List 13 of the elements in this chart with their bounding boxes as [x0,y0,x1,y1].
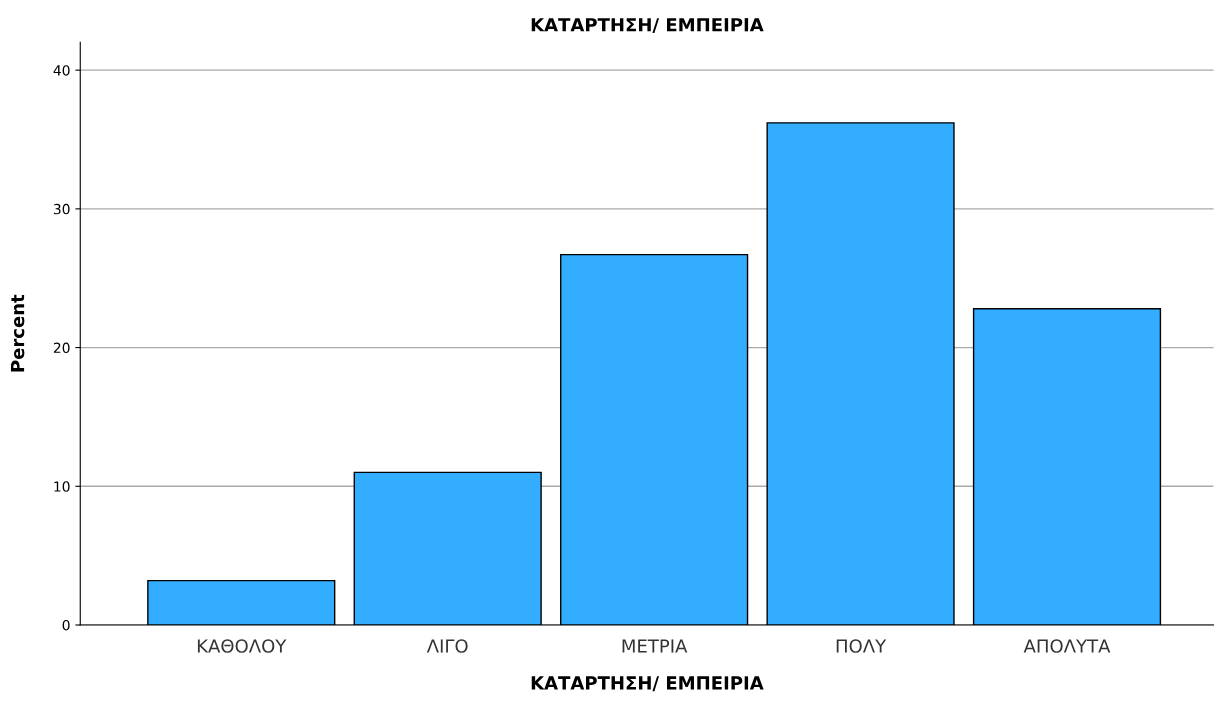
y-tick-label: 20 [53,342,70,354]
y-tick-label: 30 [53,203,70,215]
x-tick-label: ΜΕΤΡΙΑ [622,639,688,653]
chart-title: ΚΑΤΑΡΤΗΣΗ/ ΕΜΠΕΙΡΙΑ [531,18,764,33]
x-tick-label: ΚΑΘΟΛΟΥ [197,639,287,653]
y-axis-title: Percent [10,294,25,372]
x-axis-title: ΚΑΤΑΡΤΗΣΗ/ ΕΜΠΕΙΡΙΑ [531,676,764,692]
y-tick-label: 0 [62,619,70,631]
y-tick-label: 10 [54,481,70,492]
x-tick-label: ΑΠΟΛΥΤΑ [1023,639,1111,653]
x-tick-label: ΛΙΓΟ [426,639,468,653]
y-tick-label: 40 [53,65,70,76]
x-tick-label: ΠΟΛΥ [836,639,887,653]
